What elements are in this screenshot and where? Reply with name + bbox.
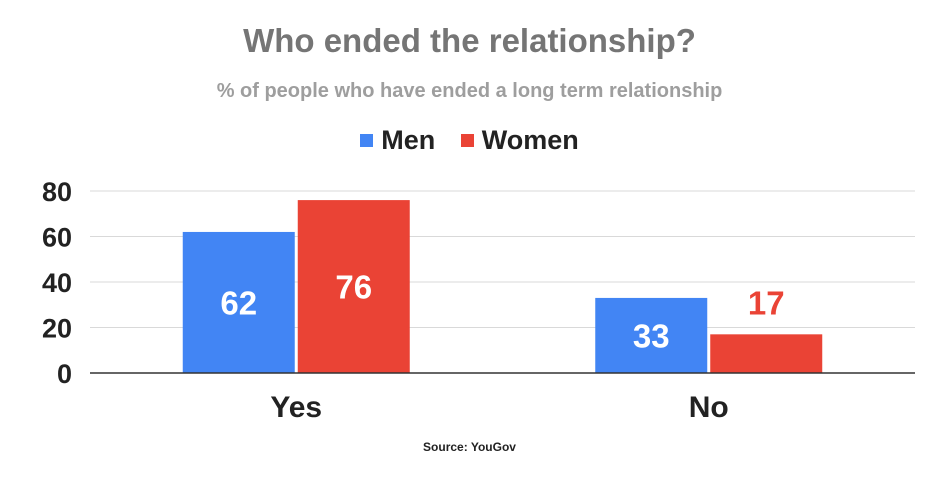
data-label: 76 bbox=[335, 269, 372, 306]
data-label: 33 bbox=[633, 317, 670, 354]
chart-subtitle: % of people who have ended a long term r… bbox=[216, 80, 723, 102]
chart-source: Source: YouGov bbox=[423, 440, 516, 454]
legend-item-women: Women bbox=[460, 125, 579, 156]
chart-title: Who ended the relationship? bbox=[243, 22, 696, 59]
legend-label-women: Women bbox=[481, 125, 579, 155]
legend-item-men: Men bbox=[360, 125, 435, 156]
legend-swatch-women bbox=[460, 134, 474, 147]
y-tick-label: 60 bbox=[42, 223, 72, 253]
data-label: 17 bbox=[748, 284, 785, 321]
y-tick-label: 40 bbox=[42, 268, 72, 298]
bar-women-no bbox=[710, 334, 823, 373]
y-tick-label: 20 bbox=[42, 314, 72, 344]
y-tick-label: 80 bbox=[42, 177, 72, 207]
data-label: 62 bbox=[220, 284, 257, 321]
chart-legend: Men Women bbox=[0, 123, 939, 156]
y-tick-label: 0 bbox=[57, 359, 72, 389]
bar-men-yes bbox=[182, 231, 295, 373]
x-category-label: Yes bbox=[270, 391, 322, 424]
legend-swatch-men bbox=[360, 134, 374, 147]
x-category-label: No bbox=[689, 391, 729, 424]
legend-label-men: Men bbox=[381, 125, 436, 155]
bar-men-no bbox=[595, 297, 708, 373]
bar-women-yes bbox=[297, 200, 410, 373]
